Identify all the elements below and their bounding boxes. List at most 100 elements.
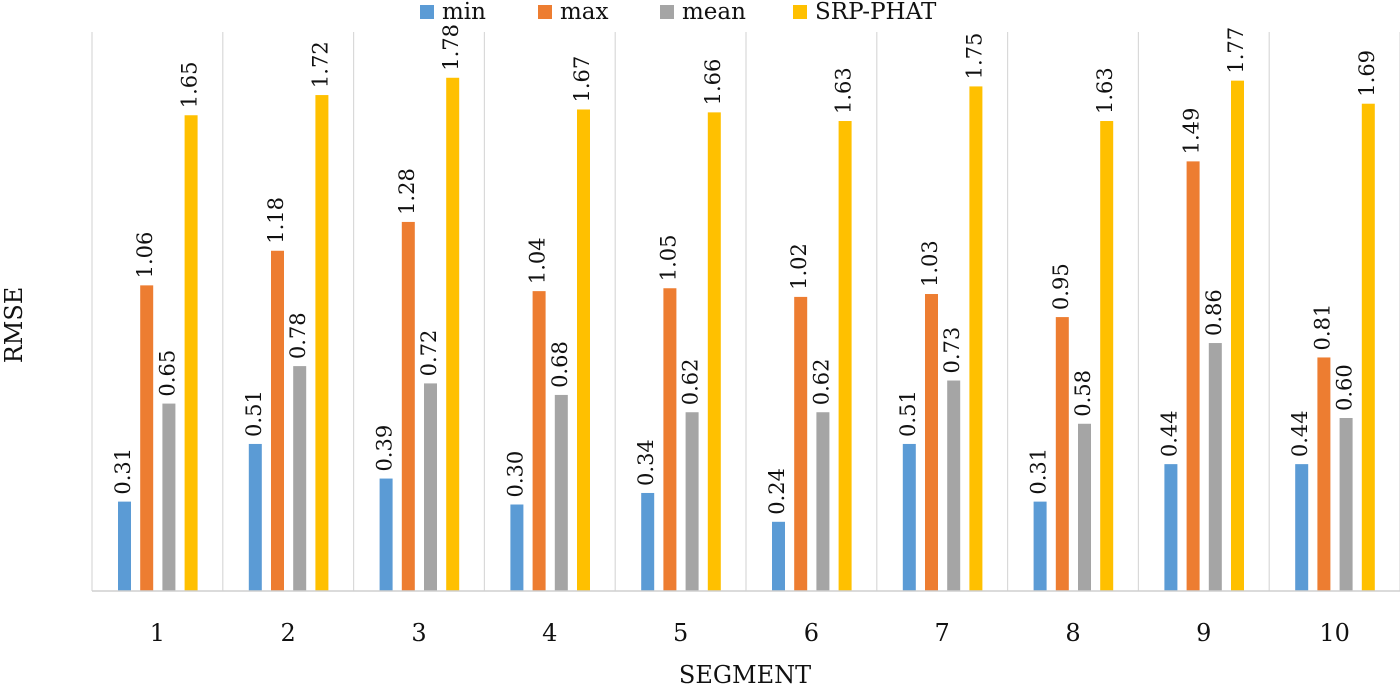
bar-min-2 xyxy=(248,443,262,591)
bar-min-10 xyxy=(1295,464,1309,591)
data-label: 1.28 xyxy=(395,168,419,215)
data-label: 0.58 xyxy=(1071,370,1095,417)
data-label: 0.95 xyxy=(1049,263,1073,310)
data-label: 1.03 xyxy=(918,240,942,287)
data-label: 1.75 xyxy=(962,33,986,80)
x-tick-label: 10 xyxy=(1319,619,1350,647)
data-label: 1.04 xyxy=(526,237,550,284)
x-tick-label: 9 xyxy=(1196,619,1211,647)
bar-min-9 xyxy=(1164,464,1178,591)
x-tick-labels: 1 2 3 4 5 6 7 8 9 10 xyxy=(150,619,1350,647)
bar-min-3 xyxy=(379,478,393,591)
data-label: 1.65 xyxy=(178,61,202,108)
x-tick-label: 8 xyxy=(1065,619,1080,647)
x-tick-label: 2 xyxy=(281,619,296,647)
legend-label: max xyxy=(560,0,609,25)
bar-srp-phat-9 xyxy=(1231,80,1244,592)
bar-mean-10 xyxy=(1339,418,1353,591)
bar-mean-4 xyxy=(554,394,568,591)
data-label: 0.34 xyxy=(634,439,658,486)
bar-srp-phat-10 xyxy=(1361,103,1375,591)
x-axis-title: SEGMENT xyxy=(679,661,811,687)
bar-min-5 xyxy=(641,492,655,591)
bar-min-1 xyxy=(118,501,131,591)
bar-srp-phat-6 xyxy=(838,121,852,592)
data-label: 0.68 xyxy=(548,341,572,388)
data-label: 0.31 xyxy=(1027,448,1051,495)
data-label: 0.65 xyxy=(155,350,179,397)
bar-max-8 xyxy=(1055,317,1069,591)
bar-srp-phat-4 xyxy=(577,109,590,591)
data-label: 0.86 xyxy=(1202,289,1226,336)
bar-srp-phat-3 xyxy=(446,77,460,592)
data-label: 1.06 xyxy=(133,232,157,279)
data-label: 1.02 xyxy=(787,243,811,290)
bar-srp-phat-1 xyxy=(184,115,198,591)
data-label: 0.62 xyxy=(679,358,703,405)
legend-swatch-min xyxy=(420,5,434,19)
data-label: 0.39 xyxy=(373,425,397,472)
legend-label: mean xyxy=(682,0,746,25)
legend-label: min xyxy=(442,0,486,25)
bar-mean-1 xyxy=(162,403,176,591)
category-grid xyxy=(91,32,1400,591)
bar-min-7 xyxy=(902,443,916,591)
bar-max-9 xyxy=(1186,161,1200,591)
legend-swatch-max xyxy=(538,5,552,19)
data-label: 1.49 xyxy=(1180,108,1204,155)
bar-mean-8 xyxy=(1078,423,1091,591)
data-label: 0.44 xyxy=(1157,410,1181,457)
x-tick-label: 5 xyxy=(673,619,688,647)
data-label: 0.51 xyxy=(896,390,920,437)
data-label: 0.73 xyxy=(940,327,964,374)
bar-max-5 xyxy=(663,288,677,591)
bar-max-10 xyxy=(1317,357,1331,591)
x-tick-label: 1 xyxy=(150,619,165,647)
data-label: 0.51 xyxy=(242,390,266,437)
legend-swatch-mean xyxy=(660,5,674,19)
bar-min-6 xyxy=(772,521,785,591)
legend-label: SRP-PHAT xyxy=(815,0,937,25)
x-tick-label: 4 xyxy=(542,619,557,647)
data-label: 0.30 xyxy=(503,451,527,498)
data-label: 1.18 xyxy=(264,197,288,244)
x-tick-label: 7 xyxy=(935,619,950,647)
data-label: 0.44 xyxy=(1288,410,1312,457)
bar-srp-phat-7 xyxy=(969,86,983,592)
bar-mean-2 xyxy=(293,366,307,591)
bar-mean-9 xyxy=(1208,343,1222,591)
data-label: 1.05 xyxy=(656,234,680,281)
data-label: 0.78 xyxy=(286,312,310,359)
data-label: 0.62 xyxy=(809,358,833,405)
bar-max-4 xyxy=(532,291,546,591)
y-axis-title: RMSE xyxy=(0,287,28,364)
data-label: 1.78 xyxy=(439,24,463,71)
data-label: 1.77 xyxy=(1224,27,1248,74)
x-tick-label: 3 xyxy=(411,619,426,647)
bar-max-2 xyxy=(271,250,284,591)
value-labels: 0.31 1.06 0.65 1.65 0.51 1.18 0.78 1.72 0.39 1.28… xyxy=(111,24,1379,515)
bar-max-1 xyxy=(140,285,154,591)
bar-mean-3 xyxy=(424,383,437,591)
data-label: 0.24 xyxy=(765,468,789,515)
data-label: 1.69 xyxy=(1355,50,1379,97)
data-label: 1.66 xyxy=(701,59,725,106)
data-label: 1.72 xyxy=(308,41,332,88)
data-label: 1.63 xyxy=(832,67,856,114)
data-label: 0.60 xyxy=(1333,364,1357,411)
bars xyxy=(118,77,1375,592)
data-label: 0.81 xyxy=(1310,304,1334,351)
data-label: 0.72 xyxy=(417,330,441,377)
bar-min-4 xyxy=(510,504,524,591)
bar-mean-7 xyxy=(947,380,961,591)
bar-srp-phat-8 xyxy=(1100,121,1114,592)
data-label: 1.67 xyxy=(570,56,594,103)
bar-mean-6 xyxy=(816,412,830,591)
bar-mean-5 xyxy=(685,412,699,591)
data-label: 1.63 xyxy=(1093,67,1117,114)
bar-max-6 xyxy=(794,296,808,591)
bar-min-8 xyxy=(1033,501,1047,591)
bar-srp-phat-2 xyxy=(315,95,329,592)
bar-max-3 xyxy=(401,221,415,591)
